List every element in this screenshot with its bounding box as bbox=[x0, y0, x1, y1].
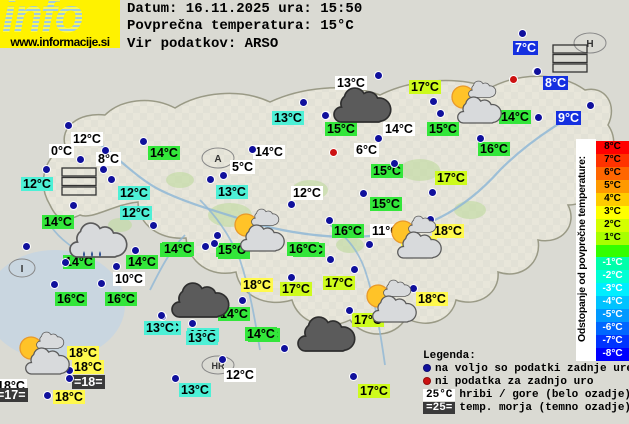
svg-text:H: H bbox=[586, 39, 593, 50]
svg-text:A: A bbox=[214, 154, 221, 165]
svg-text:I: I bbox=[21, 264, 24, 275]
